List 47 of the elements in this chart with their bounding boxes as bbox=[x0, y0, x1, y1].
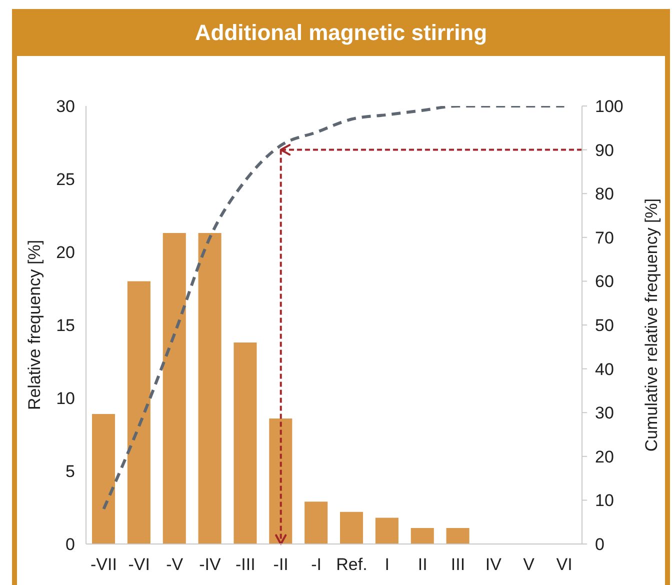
y-tick-label: 5 bbox=[66, 462, 75, 482]
x-tick-label: -II bbox=[273, 555, 288, 574]
x-tick-label: -VII bbox=[90, 555, 117, 574]
y2-tick-label: 30 bbox=[595, 404, 614, 423]
bar bbox=[127, 281, 150, 544]
x-tick-label: -V bbox=[166, 555, 184, 574]
bar bbox=[234, 342, 257, 544]
bar bbox=[304, 502, 328, 544]
bar bbox=[375, 518, 398, 544]
bar bbox=[340, 512, 364, 544]
x-tick-label: -VI bbox=[128, 555, 150, 574]
y-tick-label: 15 bbox=[56, 316, 75, 336]
x-tick-label: II bbox=[418, 555, 428, 574]
y-axis-title: Relative frequency [%] bbox=[25, 240, 45, 410]
y-tick-label: 0 bbox=[66, 535, 75, 554]
bar bbox=[446, 528, 470, 544]
x-tick-label: -IV bbox=[199, 555, 222, 574]
chart-title: Additional magnetic stirring bbox=[12, 9, 670, 56]
x-tick-label: I bbox=[384, 555, 390, 574]
y2-tick-label: 70 bbox=[595, 228, 614, 248]
y2-tick-label: 90 bbox=[595, 140, 614, 160]
y2-tick-label: 80 bbox=[595, 184, 614, 204]
bar bbox=[198, 233, 222, 544]
y2-tick-label: 20 bbox=[595, 447, 614, 466]
y2-tick-label: 40 bbox=[595, 360, 614, 379]
x-tick-label: IV bbox=[485, 555, 502, 574]
line-series bbox=[102, 106, 566, 510]
y2-tick-label: 10 bbox=[595, 491, 614, 510]
y2-tick-label: 60 bbox=[595, 272, 614, 292]
y-tick-label: 30 bbox=[56, 97, 75, 116]
bar bbox=[92, 414, 116, 544]
y2-tick-label: 50 bbox=[595, 316, 614, 336]
y-tick-label: 10 bbox=[56, 389, 75, 408]
x-tick-label: -I bbox=[311, 555, 322, 574]
x-tick-label: -III bbox=[236, 555, 256, 574]
x-tick-label: III bbox=[450, 555, 466, 574]
bar bbox=[410, 528, 434, 544]
y2-tick-label: 100 bbox=[595, 97, 624, 116]
x-tick-label: V bbox=[523, 555, 536, 574]
y-tick-label: 20 bbox=[56, 243, 75, 262]
y2-axis-title: Cumulative relative frequency [%] bbox=[642, 198, 662, 452]
y2-tick-label: 0 bbox=[595, 535, 604, 554]
x-tick-label: Ref. bbox=[336, 555, 368, 574]
bar bbox=[269, 418, 292, 544]
y-tick-label: 25 bbox=[56, 170, 75, 190]
x-tick-label: VI bbox=[556, 555, 572, 574]
bar bbox=[162, 233, 186, 544]
